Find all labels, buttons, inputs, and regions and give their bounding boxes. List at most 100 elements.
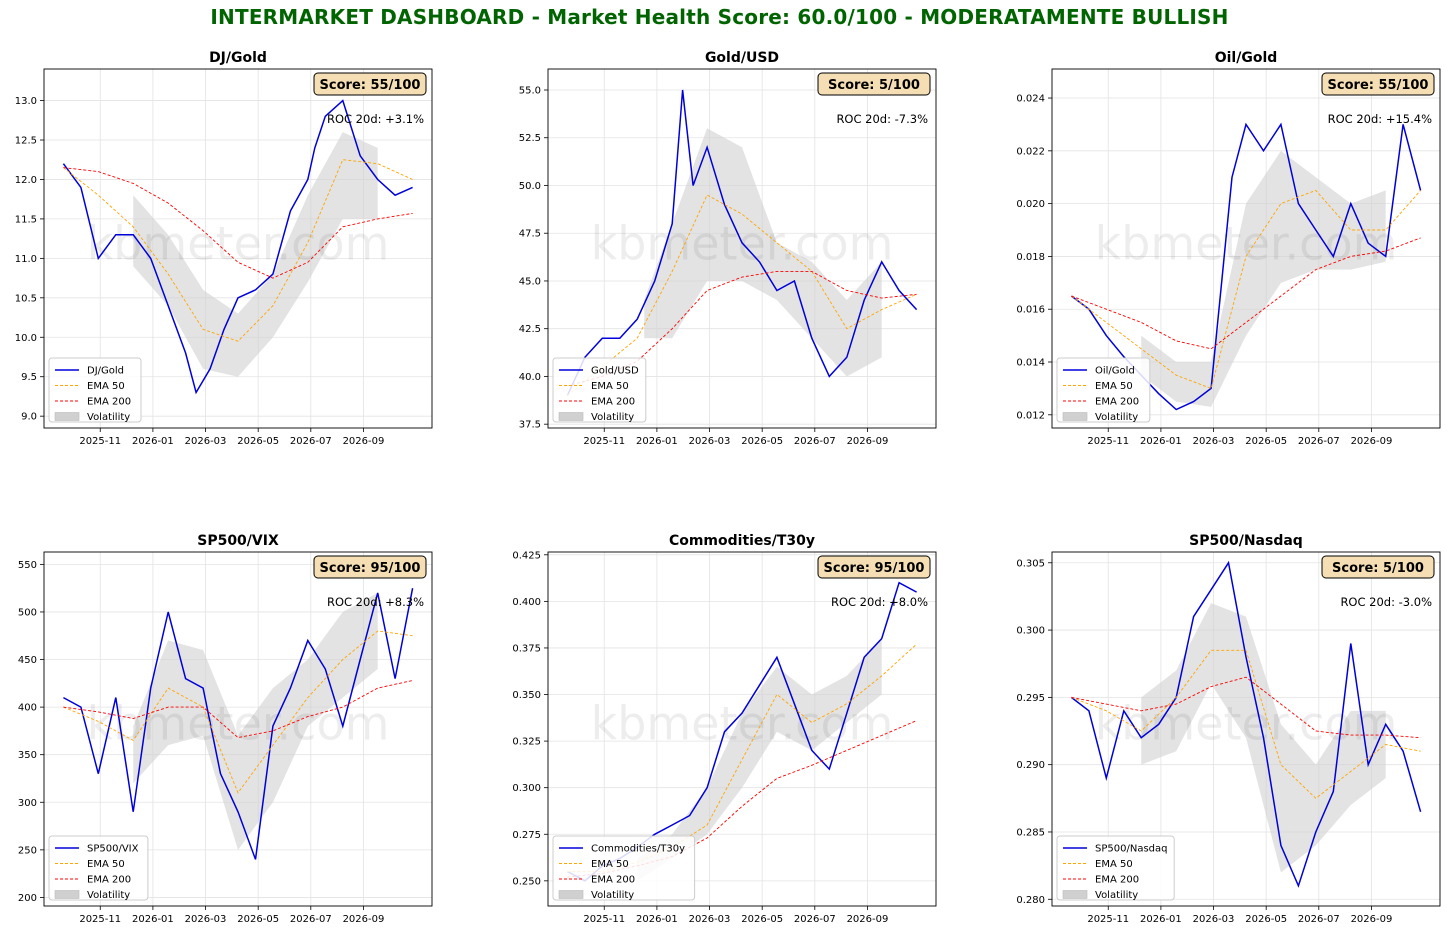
roc-label: ROC 20d: +8.0% — [831, 595, 928, 609]
plot-area: kbmeter.com — [63, 588, 414, 860]
legend-label: Volatility — [87, 890, 130, 901]
watermark: kbmeter.com — [1095, 697, 1398, 751]
chart-panel-4: kbmeter.com 0.250 0.275 0.300 0.325 0.350 0.37… — [512, 533, 937, 925]
y-tick-label: 250 — [18, 845, 37, 856]
y-tick-label: 9.0 — [21, 412, 37, 423]
series-line-ema50 — [567, 643, 917, 872]
series-line-ema200 — [63, 680, 413, 739]
y-tick-label: 0.295 — [1016, 693, 1045, 704]
legend: SP500/VIX EMA 50 EMA 200 Volatility — [48, 835, 149, 901]
chart-panel-1: kbmeter.com 37.5 40.0 42.5 45.0 47.5 50.0 52.5 5… — [519, 50, 937, 447]
legend-label: EMA 200 — [591, 397, 635, 408]
x-tick-label: 2026-01 — [132, 914, 174, 925]
legend-swatch-volatility — [54, 412, 80, 421]
plot-area: kbmeter.com — [1070, 560, 1422, 888]
x-tick-label: 2026-03 — [185, 436, 227, 447]
x-tick-label: 2026-07 — [1298, 914, 1340, 925]
score-label: Score: 55/100 — [320, 78, 421, 93]
y-tick-label: 11.0 — [15, 254, 37, 265]
legend-box — [48, 357, 142, 423]
watermark: kbmeter.com — [87, 216, 390, 270]
legend: SP500/Nasdaq EMA 50 EMA 200 Volatility — [1056, 835, 1175, 901]
chart-title: Oil/Gold — [1215, 50, 1278, 66]
legend-label: Volatility — [591, 412, 634, 423]
y-tick-label: 0.300 — [1016, 626, 1045, 637]
chart-title: SP500/VIX — [197, 533, 279, 549]
x-tick-label: 2026-03 — [1193, 914, 1235, 925]
legend-label: DJ/Gold — [87, 366, 124, 377]
legend-box — [552, 835, 696, 901]
legend-label: EMA 200 — [591, 875, 635, 886]
legend: Gold/USD EMA 50 EMA 200 Volatility — [552, 357, 647, 423]
volatility-band — [637, 638, 882, 881]
y-tick-label: 200 — [18, 893, 37, 904]
legend-label: Volatility — [1095, 890, 1138, 901]
y-tick-label: 0.012 — [1016, 410, 1045, 421]
y-tick-label: 300 — [18, 798, 37, 809]
y-tick-label: 400 — [18, 703, 37, 714]
score-box — [1321, 72, 1435, 96]
dashboard-title: INTERMARKET DASHBOARD - Market Health Sc… — [210, 5, 1229, 29]
series-line-ema200 — [1071, 676, 1421, 739]
plot-area: kbmeter.com — [566, 89, 918, 396]
score-label: Score: 5/100 — [828, 78, 920, 93]
roc-label: ROC 20d: +3.1% — [327, 112, 424, 126]
y-tick-label: 0.305 — [1016, 558, 1045, 569]
y-tick-label: 500 — [18, 607, 37, 618]
x-tick-label: 2025-11 — [1087, 436, 1129, 447]
legend-label: EMA 50 — [1095, 859, 1133, 870]
roc-label: ROC 20d: +8.3% — [327, 595, 424, 609]
y-tick-label: 12.5 — [15, 136, 37, 147]
legend-label: EMA 50 — [87, 859, 125, 870]
score-box — [313, 555, 427, 579]
x-tick-label: 2025-11 — [1087, 914, 1129, 925]
y-tick-label: 0.016 — [1016, 305, 1045, 316]
legend-label: SP500/VIX — [87, 844, 139, 855]
axes-frame — [547, 551, 937, 907]
y-tick-label: 0.350 — [512, 690, 541, 701]
y-tick-label: 0.280 — [1016, 895, 1045, 906]
chart-title: Commodities/T30y — [669, 533, 815, 549]
legend-box — [552, 357, 647, 423]
legend-label: Oil/Gold — [1095, 366, 1135, 377]
y-tick-label: 9.5 — [21, 372, 37, 383]
plot-area: kbmeter.com — [1070, 122, 1422, 411]
y-tick-label: 0.018 — [1016, 252, 1045, 263]
legend-box — [48, 835, 149, 901]
roc-label: ROC 20d: -3.0% — [1340, 595, 1432, 609]
y-tick-label: 0.250 — [512, 876, 541, 887]
y-tick-label: 550 — [18, 560, 37, 571]
y-tick-label: 0.285 — [1016, 827, 1045, 838]
series-line-ema200 — [567, 720, 917, 878]
volatility-band — [1141, 150, 1386, 407]
chart-panel-3: kbmeter.com 200 250 300 350 400 450 500 550 2025-… — [18, 533, 433, 925]
series-line-ema200 — [1071, 237, 1421, 350]
x-tick-label: 2026-05 — [237, 436, 279, 447]
x-tick-label: 2026-07 — [794, 436, 836, 447]
legend-label: EMA 50 — [591, 859, 629, 870]
y-tick-label: 450 — [18, 655, 37, 666]
watermark: kbmeter.com — [1095, 216, 1398, 270]
chart-panel-0: kbmeter.com 9.0 9.5 10.0 10.5 11.0 11.5 12.0 12.… — [15, 50, 433, 447]
series-line-ema50 — [1071, 189, 1421, 389]
series-line-ratio — [1070, 560, 1422, 888]
x-tick-label: 2026-05 — [741, 436, 783, 447]
y-tick-label: 45.0 — [519, 276, 541, 287]
axes-frame — [43, 68, 433, 429]
axes-frame — [43, 551, 433, 907]
y-tick-label: 0.400 — [512, 597, 541, 608]
x-tick-label: 2026-07 — [1298, 436, 1340, 447]
roc-label: ROC 20d: +15.4% — [1328, 112, 1432, 126]
legend-box — [1056, 835, 1175, 901]
plot-area: kbmeter.com — [62, 99, 413, 395]
x-tick-label: 2026-07 — [290, 914, 332, 925]
x-tick-label: 2026-07 — [290, 436, 332, 447]
x-tick-label: 2026-09 — [1351, 436, 1393, 447]
y-tick-label: 0.024 — [1016, 94, 1045, 105]
series-line-ratio — [63, 588, 414, 860]
y-tick-label: 350 — [18, 750, 37, 761]
legend-swatch-volatility — [558, 412, 584, 421]
chart-title: SP500/Nasdaq — [1189, 533, 1303, 549]
plot-area: kbmeter.com — [567, 581, 917, 882]
watermark: kbmeter.com — [591, 697, 894, 751]
